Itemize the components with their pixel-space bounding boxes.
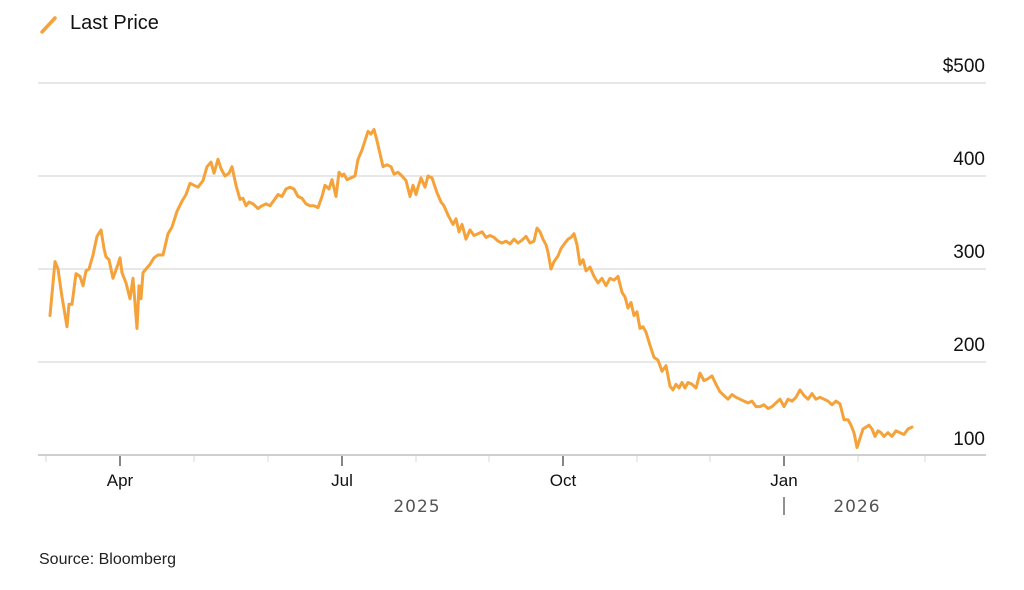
y-axis-label: 400 xyxy=(953,149,985,170)
y-axis-label: 100 xyxy=(953,429,985,450)
y-axis-label: 300 xyxy=(953,242,985,263)
x-axis-label: Jan xyxy=(770,471,797,490)
y-axis-labels: $500 400 300 200 100 xyxy=(943,56,985,450)
gridlines xyxy=(38,82,986,363)
year-label: 2026 xyxy=(833,497,880,517)
legend-label: Last Price xyxy=(70,12,159,34)
chart-legend: Last Price xyxy=(38,12,159,35)
last-price-line xyxy=(48,128,914,450)
year-label: 2025 xyxy=(393,497,440,517)
y-axis-label: $500 xyxy=(943,56,985,77)
x-axis: Apr Jul Oct Jan 2025 2026 xyxy=(38,454,986,517)
x-axis-label: Jul xyxy=(331,471,353,490)
y-axis-label: 200 xyxy=(953,335,985,356)
x-axis-label: Apr xyxy=(107,471,134,490)
line-swatch-icon xyxy=(40,15,57,34)
x-axis-label: Oct xyxy=(550,471,577,490)
source-note: Source: Bloomberg xyxy=(39,551,176,568)
